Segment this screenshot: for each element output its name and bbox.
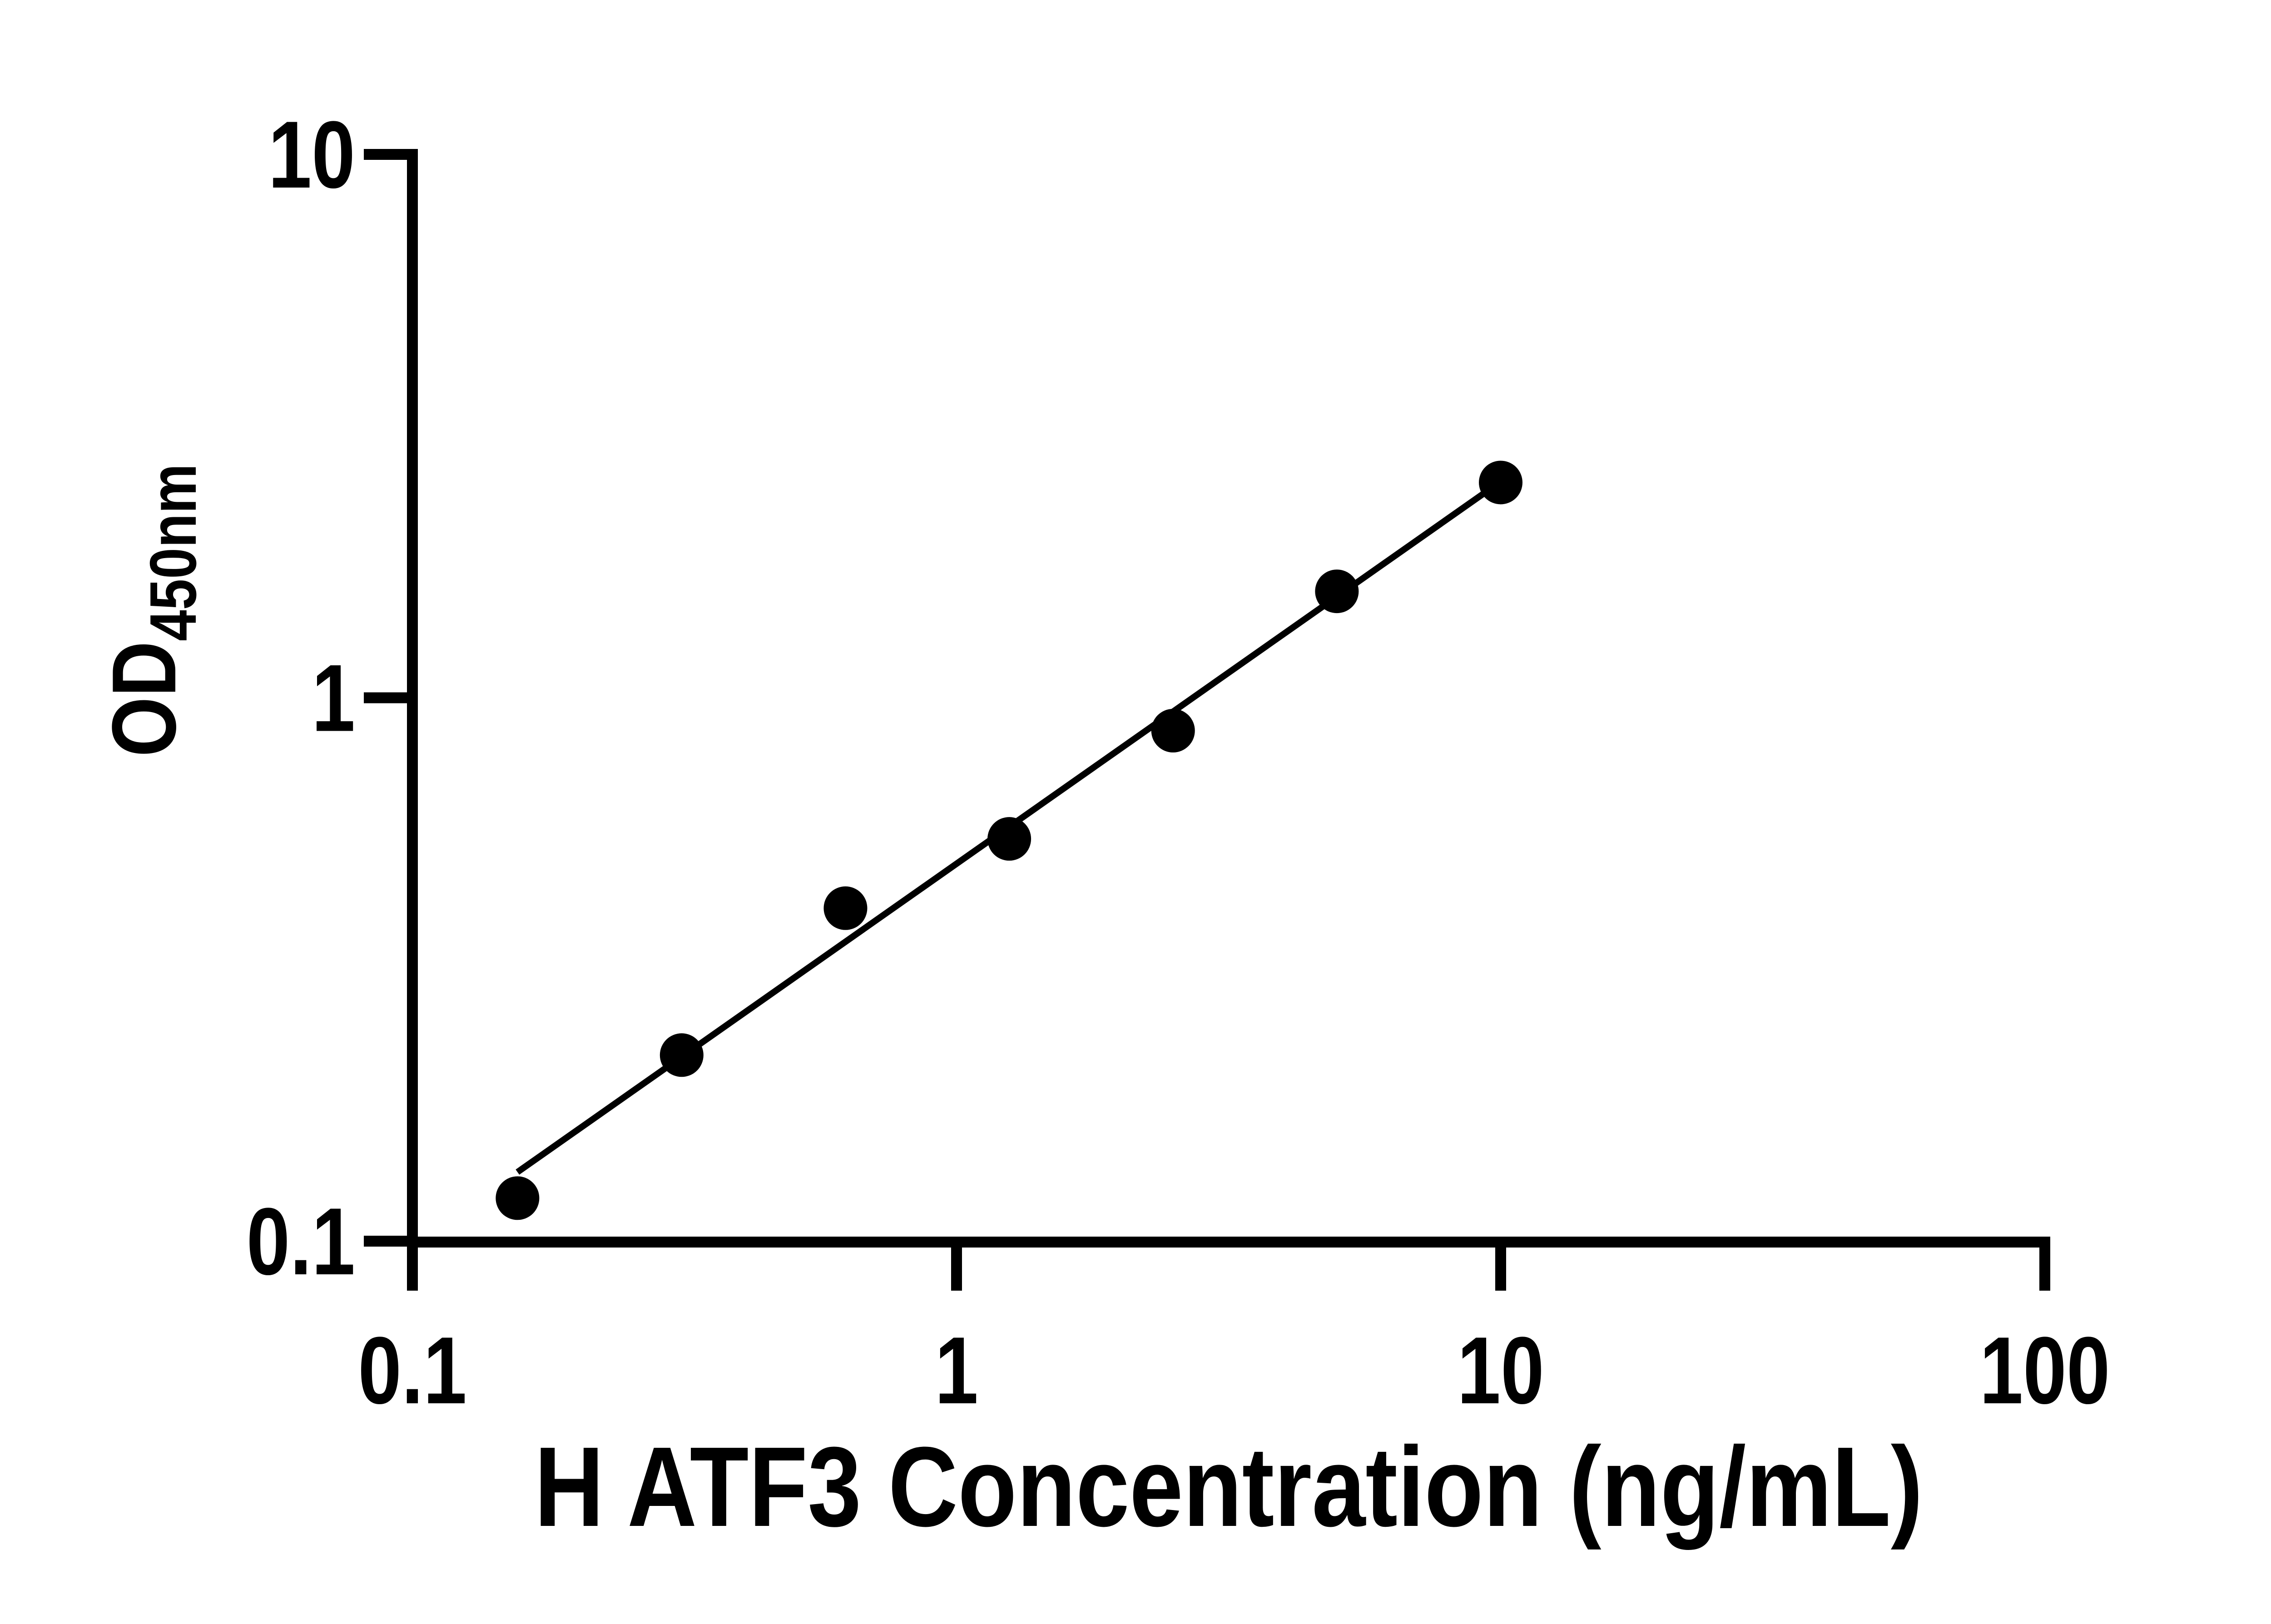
x-tick-label: 1	[935, 1317, 978, 1424]
x-tick-label: 100	[1979, 1317, 2110, 1424]
axis-layer	[364, 149, 2050, 1291]
y-tick-label: 1	[312, 644, 355, 751]
data-point	[823, 886, 868, 930]
data-point	[659, 1033, 704, 1077]
data-point	[1315, 569, 1359, 614]
x-tick-label: 10	[1457, 1317, 1544, 1424]
x-tick-label: 0.1	[358, 1317, 466, 1424]
data-point	[987, 817, 1031, 861]
y-axis-title-subscript: 450nm	[136, 464, 210, 641]
y-axis-title-main: OD	[94, 641, 195, 757]
y-tick-label: 0.1	[247, 1188, 355, 1295]
y-tick-label: 10	[268, 101, 355, 208]
x-axis-title: H ATF3 Concentration (ng/mL)	[534, 1424, 1923, 1550]
data-point	[1151, 708, 1195, 753]
data-point	[1479, 460, 1522, 505]
y-axis-title: OD450nm	[94, 464, 210, 757]
tick-label-layer: 0.1 1 10 100 10 1 0.1	[247, 101, 2110, 1424]
data-point-layer	[496, 460, 1522, 1220]
data-point	[496, 1176, 540, 1220]
